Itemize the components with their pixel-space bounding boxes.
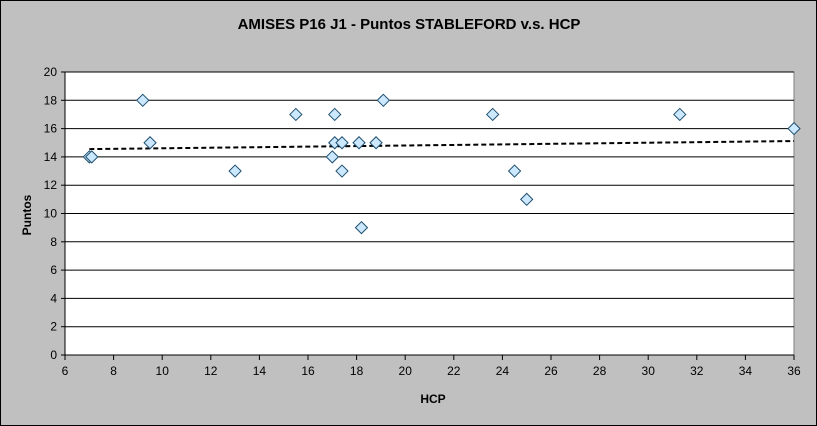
gridlines [65,71,794,328]
x-tick-label: 14 [253,364,267,378]
x-tick-label: 18 [350,364,364,378]
y-tick-label: 18 [44,93,58,107]
x-tick-label: 26 [544,364,558,378]
x-tick-label: 36 [787,364,801,378]
data-point [335,136,349,150]
x-tick-label: 6 [62,364,69,378]
y-axis-title: Puntos [20,194,34,235]
y-tick-label: 4 [50,291,57,305]
x-tick-label: 20 [399,364,413,378]
data-point [673,107,687,122]
x-tick-label: 30 [642,364,656,378]
data-point [369,136,383,150]
y-tick-label: 10 [44,207,58,221]
data-point [335,164,349,178]
data-point [325,150,340,164]
y-tick-label: 0 [50,348,57,362]
data-point [507,164,522,178]
data-points [82,93,801,235]
data-point [143,136,157,150]
data-point [328,107,342,122]
y-tick-label: 8 [50,235,57,249]
y-tick-label: 16 [44,122,58,136]
data-point [136,93,150,108]
x-tick-label: 22 [447,364,461,378]
x-tick-label: 16 [301,364,315,378]
chart-title: AMISES P16 J1 - Puntos STABLEFORD v.s. H… [238,16,581,33]
data-point [289,107,303,122]
x-tick-label: 10 [156,364,170,378]
y-axis-ticks: 0 2 4 6 8 10 12 14 16 18 20 [44,65,65,362]
x-tick-label: 24 [496,364,510,378]
data-point [787,121,801,136]
trendline-layer [89,140,795,151]
y-tick-label: 20 [44,65,58,79]
x-tick-label: 28 [593,364,607,378]
data-point [352,136,366,150]
data-point [85,150,99,164]
data-point [376,93,391,108]
x-axis-title: HCP [420,392,445,406]
data-point [228,164,242,178]
data-point [519,192,534,207]
data-point [354,220,369,235]
x-tick-label: 8 [110,364,117,378]
x-tick-label: 12 [204,364,218,378]
y-tick-label: 6 [50,263,57,277]
x-tick-label: 32 [690,364,704,378]
x-tick-label: 34 [739,364,753,378]
trendline [89,140,795,151]
y-tick-label: 14 [44,150,58,164]
data-point [485,107,500,122]
y-tick-label: 2 [50,320,57,334]
x-axis-ticks: 6 8 10 12 14 16 18 20 22 24 26 28 30 32 34 36 [62,355,801,378]
y-tick-label: 12 [44,178,58,192]
